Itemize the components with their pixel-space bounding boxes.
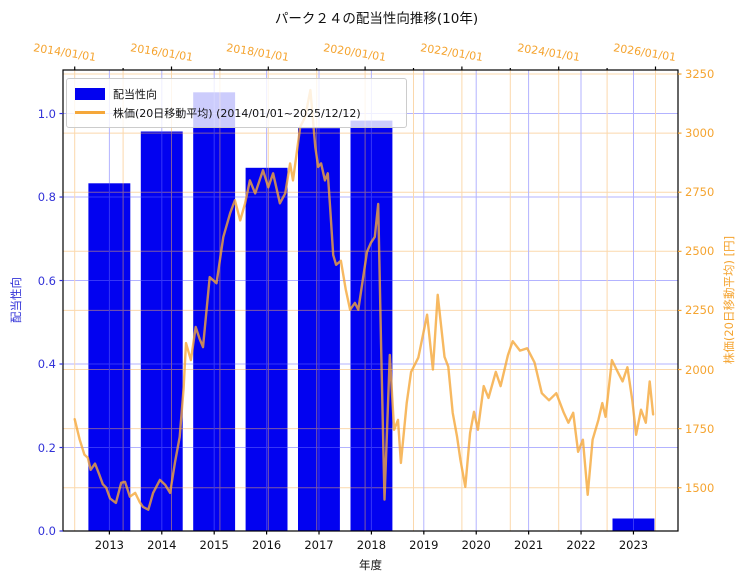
top-tick-label: 2026/01/01 bbox=[612, 41, 678, 64]
x-tick-label: 2023 bbox=[618, 538, 649, 552]
legend-item-payout: 配当性向 bbox=[75, 84, 398, 103]
y-tick-label-right: 3000 bbox=[685, 126, 715, 141]
top-tick-label: 2018/01/01 bbox=[225, 41, 291, 64]
legend: 配当性向 株価(20日移動平均) (2014/01/01~2025/12/12) bbox=[66, 78, 407, 128]
tick-marks bbox=[59, 66, 682, 535]
y-axis-title-right: 株価(20日移動平均) [円] bbox=[722, 235, 736, 365]
x-tick-label: 2019 bbox=[409, 538, 439, 552]
legend-swatch-line-icon bbox=[75, 111, 105, 114]
x-tick-label: 2015 bbox=[199, 538, 229, 552]
y-tick-label-right: 1500 bbox=[685, 480, 715, 495]
x-tick-label: 2013 bbox=[94, 538, 125, 552]
x-tick-label: 2020 bbox=[461, 538, 491, 552]
top-tick-label: 2014/01/01 bbox=[32, 41, 97, 64]
y-tick-label-left: 0.6 bbox=[37, 273, 56, 288]
x-tick-label: 2014 bbox=[147, 538, 177, 552]
top-tick-label: 2024/01/01 bbox=[516, 41, 581, 64]
x-tick-label: 2021 bbox=[513, 538, 544, 552]
gridlines bbox=[63, 70, 678, 531]
y-tick-label-left: 0.2 bbox=[37, 440, 56, 455]
top-tick-label: 2022/01/01 bbox=[419, 41, 484, 64]
legend-label: 株価(20日移動平均) (2014/01/01~2025/12/12) bbox=[113, 106, 361, 120]
y-tick-label-right: 3250 bbox=[685, 67, 715, 82]
plot-area bbox=[59, 66, 682, 535]
y-tick-label-right: 2000 bbox=[685, 362, 715, 377]
y-tick-label-left: 0.8 bbox=[37, 190, 56, 205]
legend-item-price: 株価(20日移動平均) (2014/01/01~2025/12/12) bbox=[75, 103, 398, 122]
y-tick-label-left: 1.0 bbox=[37, 106, 56, 121]
chart-title: パーク２４の配当性向推移(10年) bbox=[274, 11, 479, 27]
y-tick-label-right: 2750 bbox=[685, 185, 715, 200]
x-tick-label: 2016 bbox=[251, 538, 282, 552]
top-tick-label: 2020/01/01 bbox=[322, 41, 388, 64]
plot-border bbox=[62, 69, 679, 532]
y-axis-title-left: 配当性向 bbox=[9, 277, 23, 323]
x-tick-label: 2022 bbox=[566, 538, 596, 552]
price-line bbox=[73, 88, 655, 511]
legend-label: 配当性向 bbox=[113, 87, 157, 101]
y-tick-label-right: 1750 bbox=[685, 421, 715, 436]
y-tick-label-left: 0.0 bbox=[37, 524, 56, 538]
y-tick-label-left: 0.4 bbox=[37, 357, 56, 372]
y-tick-label-right: 2250 bbox=[685, 303, 715, 318]
x-tick-label: 2018 bbox=[356, 538, 387, 552]
y-tick-label-right: 2500 bbox=[685, 244, 715, 259]
top-tick-label: 2016/01/01 bbox=[128, 41, 194, 64]
x-axis-title: 年度 bbox=[359, 558, 382, 572]
legend-swatch-bar-icon bbox=[75, 87, 105, 100]
x-tick-label: 2017 bbox=[304, 538, 334, 552]
